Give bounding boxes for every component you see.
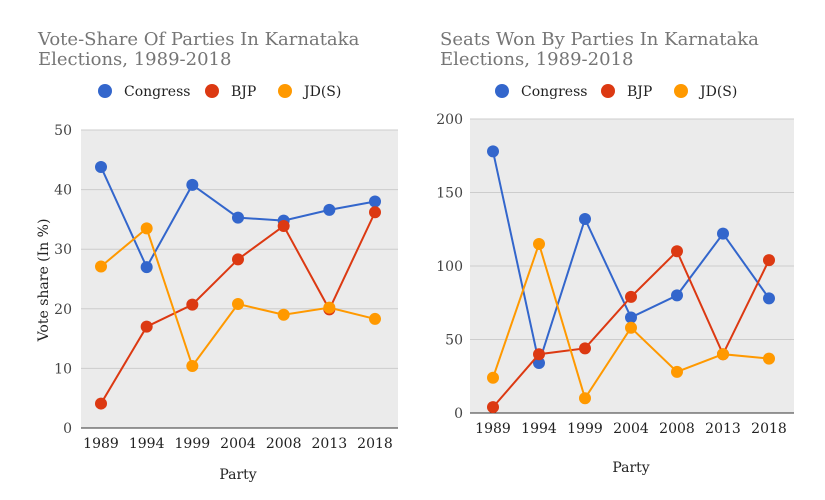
x-tick-label: 1994 — [129, 436, 165, 452]
data-point-jds — [671, 365, 683, 378]
x-tick-label: 2013 — [705, 421, 741, 437]
y-tick-label: 0 — [63, 421, 72, 437]
legend-marker-jds — [278, 84, 292, 98]
data-point-jds — [323, 301, 336, 314]
y-tick-label: 50 — [445, 333, 463, 349]
data-point-congress — [671, 289, 683, 302]
y-tick-label: 100 — [436, 259, 463, 275]
data-point-jds — [277, 308, 290, 321]
data-point-congress — [533, 357, 545, 370]
x-tick-label: 1989 — [475, 421, 511, 437]
data-point-congress — [625, 311, 637, 324]
legend-marker-bjp — [601, 84, 615, 98]
y-tick-label: 10 — [54, 361, 72, 377]
x-tick-label: 1999 — [175, 436, 211, 452]
data-point-bjp — [277, 219, 290, 232]
data-point-bjp — [671, 245, 683, 258]
data-point-congress — [232, 211, 244, 224]
data-point-congress — [186, 178, 199, 191]
data-point-bjp — [369, 206, 381, 219]
y-tick-label: 150 — [436, 186, 463, 202]
y-tick-label: 50 — [54, 123, 72, 139]
legend-label: BJP — [231, 84, 256, 100]
y-tick-label: 200 — [436, 112, 463, 128]
data-point-jds — [140, 222, 153, 235]
data-point-congress — [323, 203, 336, 216]
x-tick-label: 2004 — [220, 436, 256, 452]
chart-title-line: Seats Won By Parties In Karnataka — [440, 29, 759, 50]
x-tick-label: 1994 — [521, 421, 557, 437]
data-point-jds — [186, 360, 199, 373]
legend-label: JD(S) — [698, 84, 737, 100]
legend-label: Congress — [521, 84, 587, 100]
legend-label: BJP — [627, 84, 652, 100]
x-tick-label: 1989 — [83, 436, 119, 452]
x-axis-label: Party — [219, 467, 256, 483]
legend-label: Congress — [124, 84, 190, 100]
y-tick-label: 40 — [54, 183, 72, 199]
data-point-congress — [369, 195, 381, 208]
data-point-bjp — [625, 290, 637, 303]
chart-title-line: Vote-Share Of Parties In Karnataka — [37, 29, 360, 50]
data-point-jds — [487, 371, 499, 384]
legend-marker-congress — [98, 84, 112, 98]
data-point-congress — [95, 160, 107, 173]
chart-1: Vote-Share Of Parties In KarnatakaElecti… — [36, 29, 398, 483]
chart-2: Seats Won By Parties In KarnatakaElectio… — [436, 29, 794, 476]
data-point-jds — [533, 237, 545, 250]
data-point-jds — [763, 352, 775, 365]
legend-label: JD(S) — [302, 84, 341, 100]
data-point-congress — [487, 145, 499, 158]
data-point-jds — [95, 260, 107, 273]
y-tick-label: 30 — [54, 242, 72, 258]
data-point-bjp — [487, 401, 499, 414]
data-point-congress — [140, 261, 153, 274]
data-point-congress — [763, 292, 775, 305]
plot-area — [81, 130, 398, 428]
y-tick-label: 20 — [54, 302, 72, 318]
data-point-bjp — [140, 320, 153, 333]
legend-marker-congress — [495, 84, 509, 98]
x-tick-label: 2018 — [751, 421, 787, 437]
x-tick-label: 2008 — [659, 421, 695, 437]
data-point-congress — [717, 227, 729, 240]
data-point-bjp — [579, 342, 591, 355]
data-point-jds — [717, 348, 729, 361]
data-point-bjp — [232, 253, 244, 266]
x-tick-label: 2004 — [613, 421, 649, 437]
data-point-jds — [369, 312, 381, 325]
data-point-bjp — [763, 254, 775, 267]
data-point-bjp — [95, 397, 107, 410]
data-point-jds — [625, 321, 637, 334]
data-point-jds — [579, 392, 591, 405]
data-point-jds — [232, 298, 244, 311]
data-point-congress — [579, 212, 591, 225]
chart-title-line: Elections, 1989-2018 — [38, 49, 231, 70]
x-tick-label: 2008 — [266, 436, 302, 452]
legend-marker-jds — [674, 84, 688, 98]
y-tick-label: 0 — [454, 406, 463, 422]
x-axis-label: Party — [612, 460, 649, 476]
y-axis-label: Vote share (In %) — [36, 219, 52, 343]
x-tick-label: 2013 — [312, 436, 348, 452]
data-point-bjp — [186, 298, 199, 311]
data-point-bjp — [533, 348, 545, 361]
chart-title-line: Elections, 1989-2018 — [440, 49, 633, 70]
x-tick-label: 1999 — [567, 421, 603, 437]
x-tick-label: 2018 — [357, 436, 393, 452]
legend-marker-bjp — [205, 84, 219, 98]
